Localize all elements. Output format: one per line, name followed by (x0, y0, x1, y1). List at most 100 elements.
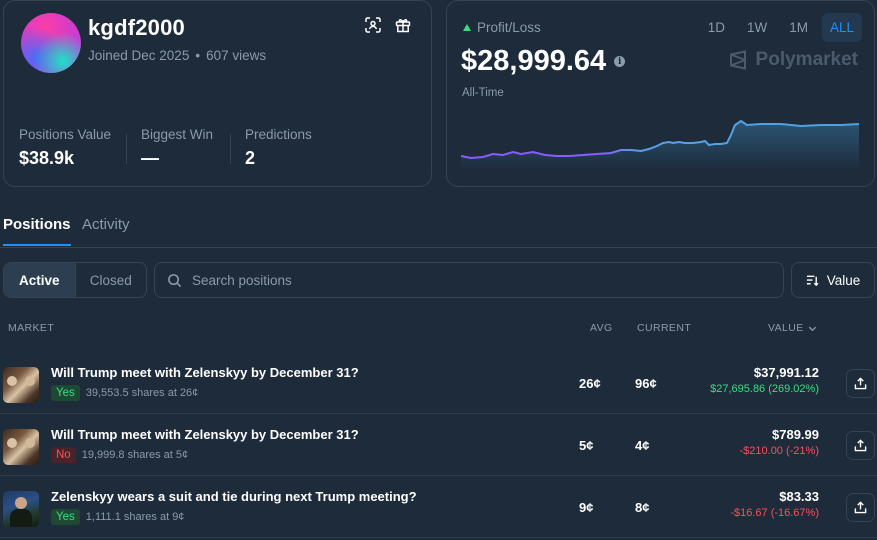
value-amount: $789.99 (772, 427, 819, 442)
range-tab-1w[interactable]: 1W (746, 20, 768, 35)
thumbnail-figure (10, 509, 32, 527)
value-amount: $83.33 (779, 489, 819, 504)
gift-icon[interactable] (395, 17, 415, 37)
position-row[interactable]: Will Trump meet with Zelenskyy by Decemb… (0, 352, 877, 414)
market-thumbnail (3, 429, 39, 465)
value-change: $27,695.86 (269.02%) (710, 383, 819, 395)
shares-info: 1,111.1 shares at 9¢ (85, 511, 185, 523)
stat-positions-value: Positions Value $38.9k (19, 127, 111, 169)
pnl-line (461, 119, 859, 160)
polymarket-logo: Polymarket (728, 49, 858, 71)
column-current: CURRENT (637, 322, 692, 334)
value-amount: $37,991.12 (753, 365, 819, 380)
thumbnail-figure (25, 376, 35, 386)
stat-divider (230, 134, 231, 164)
market-title[interactable]: Will Trump meet with Zelenskyy by Decemb… (51, 427, 359, 442)
profile-card: kgdf2000 Joined Dec 2025 • 607 views Posit… (3, 0, 432, 187)
current-price: 96¢ (635, 376, 657, 391)
share-icon (854, 439, 867, 452)
chevron-down-icon (808, 326, 816, 331)
filter-closed-button[interactable]: Closed (74, 263, 147, 297)
shares-info: 39,553.5 shares at 26¢ (85, 387, 199, 399)
pnl-amount: $28,999.64 (461, 45, 607, 77)
view-count: 607 views (206, 48, 267, 63)
market-thumbnail (3, 491, 39, 527)
range-tab-all[interactable]: ALL (821, 13, 862, 42)
stat-divider (126, 134, 127, 164)
current-price: 4¢ (635, 438, 650, 453)
share-button[interactable] (846, 369, 875, 398)
avg-price: 9¢ (579, 500, 594, 515)
avg-price: 5¢ (579, 438, 594, 453)
stat-value: — (141, 148, 159, 168)
column-value[interactable]: VALUE (768, 322, 817, 334)
separator-dot: • (195, 48, 201, 63)
position-row[interactable]: Zelenskyy wears a suit and tie during ne… (0, 476, 877, 538)
sort-label: Value (826, 272, 861, 288)
range-tab-1m[interactable]: 1M (789, 20, 808, 35)
status-filter: Active Closed (3, 262, 147, 298)
info-icon[interactable]: i (614, 56, 626, 67)
sort-icon (806, 275, 819, 286)
brand-name: Polymarket (755, 49, 858, 70)
outcome-badge: Yes (51, 509, 80, 525)
current-price: 8¢ (635, 500, 650, 515)
joined-date: Joined Dec 2025 (88, 48, 190, 63)
market-title[interactable]: Zelenskyy wears a suit and tie during ne… (51, 489, 417, 504)
stat-biggest-win: Biggest Win — (141, 127, 213, 169)
pnl-period: All-Time (462, 87, 504, 99)
thumbnail-figure (7, 376, 17, 386)
stat-predictions: Predictions 2 (245, 127, 312, 169)
tab-activity[interactable]: Activity (82, 216, 130, 233)
pnl-value: $28,999.64 i (461, 45, 626, 78)
joined-info: Joined Dec 2025 • 607 views (88, 48, 266, 63)
avg-price: 26¢ (579, 376, 601, 391)
share-button[interactable] (846, 493, 875, 522)
outcome-badge: Yes (51, 385, 80, 401)
market-thumbnail (3, 367, 39, 403)
search-input[interactable] (192, 272, 752, 288)
range-tabs: 1D 1W 1M ALL (694, 13, 862, 42)
market-subline: Yes 1,111.1 shares at 9¢ (51, 509, 184, 525)
range-tab-1d[interactable]: 1D (707, 20, 725, 35)
polymarket-icon (729, 50, 746, 70)
share-button[interactable] (846, 431, 875, 460)
value-change: -$210.00 (-21%) (739, 445, 820, 457)
sort-value-button[interactable]: Value (791, 262, 875, 298)
pnl-label-text: Profit/Loss (477, 20, 541, 35)
pnl-card: Profit/Loss $28,999.64 i All-Time 1D 1W … (446, 0, 875, 187)
avatar (21, 13, 81, 73)
shares-info: 19,999.8 shares at 5¢ (81, 449, 189, 461)
stat-label: Predictions (245, 127, 312, 142)
thumbnail-figure (7, 438, 17, 448)
up-triangle-icon (463, 24, 471, 31)
position-row[interactable]: Will Trump meet with Zelenskyy by Decemb… (0, 414, 877, 476)
scan-icon[interactable] (365, 17, 385, 37)
username: kgdf2000 (88, 15, 185, 40)
share-icon (854, 501, 867, 514)
stat-value: 2 (245, 148, 256, 168)
tab-positions[interactable]: Positions (3, 216, 71, 246)
position-value: $789.99 -$210.00 (-21%) (740, 427, 820, 457)
positions-activity-tabs: Positions Activity (0, 214, 877, 248)
position-value: $37,991.12 $27,695.86 (269.02%) (710, 365, 819, 395)
stat-value: $38.9k (19, 148, 75, 168)
thumbnail-figure (15, 497, 27, 509)
pnl-sparkline (461, 119, 859, 168)
market-title[interactable]: Will Trump meet with Zelenskyy by Decemb… (51, 365, 359, 380)
market-subline: No 19,999.8 shares at 5¢ (51, 447, 188, 463)
search-icon (168, 273, 182, 287)
pnl-label: Profit/Loss (463, 20, 541, 35)
market-subline: Yes 39,553.5 shares at 26¢ (51, 385, 198, 401)
filter-active-button[interactable]: Active (4, 263, 75, 297)
search-box (154, 262, 784, 298)
share-icon (854, 377, 867, 390)
stat-label: Positions Value (19, 127, 112, 142)
outcome-badge: No (51, 447, 76, 463)
position-value: $83.33 -$16.67 (-16.67%) (730, 489, 819, 519)
column-value-label: VALUE (768, 322, 804, 334)
thumbnail-figure (25, 438, 35, 448)
value-change: -$16.67 (-16.67%) (730, 507, 819, 519)
column-market: MARKET (8, 322, 55, 334)
stat-label: Biggest Win (141, 127, 214, 142)
